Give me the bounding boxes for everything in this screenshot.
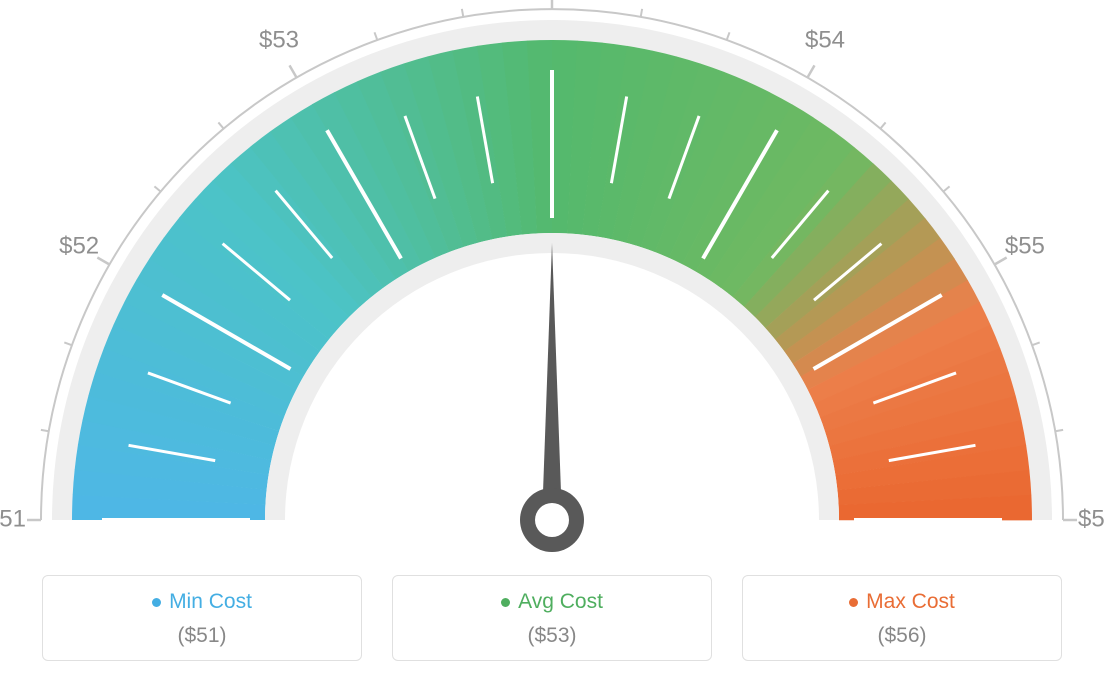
legend-label: Avg Cost xyxy=(518,590,603,614)
legend-card-min: Min Cost ($51) xyxy=(42,575,362,661)
legend-label: Max Cost xyxy=(866,590,955,614)
svg-text:$55: $55 xyxy=(1005,232,1045,259)
legend-value: ($53) xyxy=(403,624,701,648)
legend-row: Min Cost ($51) Avg Cost ($53) Max Cost (… xyxy=(0,575,1104,661)
svg-text:$56: $56 xyxy=(1078,505,1104,532)
dot-icon xyxy=(849,598,858,607)
legend-value: ($56) xyxy=(753,624,1051,648)
cost-gauge: $51$52$53$53$54$55$56 xyxy=(0,0,1104,560)
dot-icon xyxy=(152,598,161,607)
legend-card-max: Max Cost ($56) xyxy=(742,575,1062,661)
legend-title-max: Max Cost xyxy=(849,590,955,614)
svg-text:$52: $52 xyxy=(59,232,99,259)
legend-value: ($51) xyxy=(53,624,351,648)
legend-card-avg: Avg Cost ($53) xyxy=(392,575,712,661)
dot-icon xyxy=(501,598,510,607)
gauge-svg: $51$52$53$53$54$55$56 xyxy=(0,0,1104,560)
legend-label: Min Cost xyxy=(169,590,252,614)
svg-text:$54: $54 xyxy=(805,26,845,53)
svg-text:$51: $51 xyxy=(0,505,26,532)
legend-title-avg: Avg Cost xyxy=(501,590,603,614)
svg-text:$53: $53 xyxy=(259,26,299,53)
legend-title-min: Min Cost xyxy=(152,590,252,614)
